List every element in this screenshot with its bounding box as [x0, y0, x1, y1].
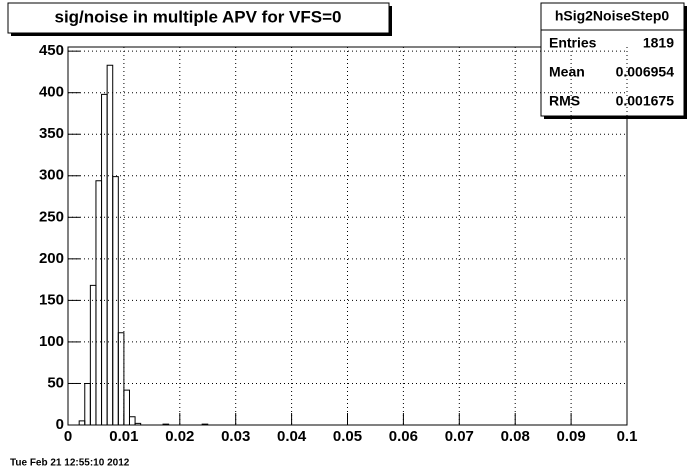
- stats-label: Mean: [549, 64, 585, 80]
- x-tick-label: 0.04: [277, 428, 307, 445]
- y-tick-label: 100: [39, 333, 64, 350]
- stats-label: Entries: [549, 35, 597, 51]
- bar: [112, 176, 119, 425]
- x-tick-label: 0.07: [445, 428, 474, 445]
- x-tick-label: 0.05: [333, 428, 362, 445]
- x-tick-label: 0.01: [109, 428, 138, 445]
- stats-value: 0.001675: [616, 93, 675, 109]
- stats-value: 0.006954: [616, 64, 675, 80]
- bar: [128, 416, 136, 425]
- bar: [201, 423, 209, 425]
- x-tick-label: 0.08: [501, 428, 530, 445]
- footer-date: Tue Feb 21 12:55:10 2012: [10, 458, 130, 469]
- stats-value: 1819: [643, 35, 674, 51]
- bar: [117, 332, 125, 425]
- x-tick-label: 0.1: [617, 428, 638, 445]
- bar: [123, 389, 130, 425]
- x-tick-label: 0.06: [389, 428, 418, 445]
- chart-title: sig/noise in multiple APV for VFS=0: [54, 7, 341, 26]
- y-tick-label: 450: [39, 42, 64, 59]
- x-tick-label: 0.02: [165, 428, 194, 445]
- y-tick-label: 400: [39, 84, 64, 101]
- x-tick-label: 0.03: [221, 428, 250, 445]
- x-tick-label: 0.09: [556, 428, 585, 445]
- x-tick-label: 0: [64, 428, 72, 445]
- y-tick-label: 50: [47, 374, 64, 391]
- y-tick-label: 150: [39, 291, 64, 308]
- y-tick-label: 250: [39, 208, 64, 225]
- stats-box: [540, 2, 685, 117]
- y-tick-label: 350: [39, 125, 64, 142]
- title-box: [7, 2, 390, 34]
- y-tick-label: 300: [39, 167, 64, 184]
- y-tick-label: 0: [56, 416, 64, 433]
- y-tick-label: 200: [39, 250, 64, 267]
- bar: [134, 422, 142, 425]
- stats-label: RMS: [549, 93, 580, 109]
- stats-title: hSig2NoiseStep0: [555, 8, 670, 24]
